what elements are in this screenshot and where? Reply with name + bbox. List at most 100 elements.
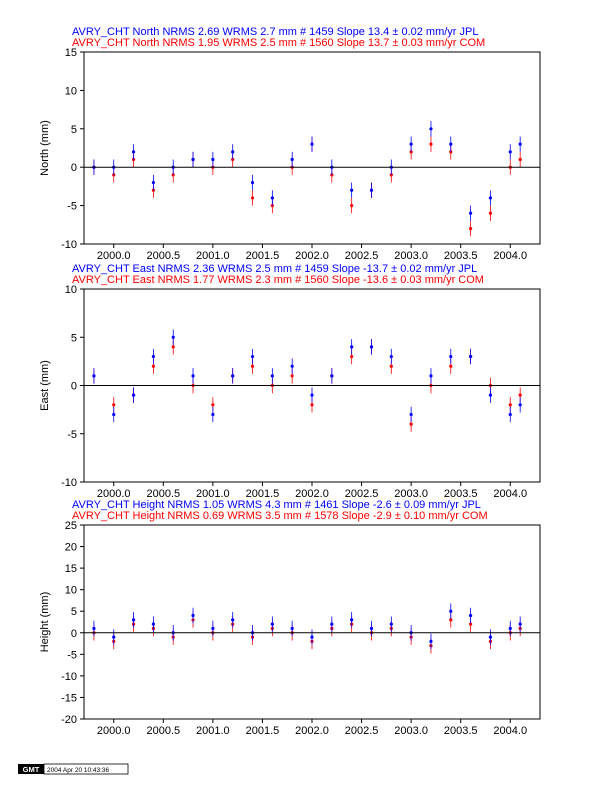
x-tick-label: 2000.0 (97, 488, 131, 500)
gmt-logo-box (18, 764, 44, 774)
data-point (389, 364, 393, 368)
data-point (488, 211, 493, 215)
data-point (310, 635, 314, 639)
data-point (469, 613, 473, 618)
panel-header: AVRY_CHT East NRMS 2.36 WRMS 2.5 mm # 14… (72, 263, 477, 275)
data-point (151, 354, 155, 359)
data-point (310, 393, 314, 397)
data-point (350, 204, 354, 208)
x-tick-label: 2003.5 (444, 250, 478, 262)
x-tick-label: 2004.0 (493, 725, 527, 737)
data-point (290, 364, 294, 368)
timestamp: 2004 Apr 20 10:43:36 (47, 767, 110, 774)
data-point (449, 609, 453, 613)
data-point (429, 142, 433, 146)
data-point (112, 412, 116, 417)
y-axis-label: North (mm) (39, 120, 51, 176)
y-tick-label: 15 (65, 563, 77, 575)
panel-header: AVRY_CHT North NRMS 2.69 WRMS 2.7 mm # 1… (72, 26, 478, 38)
x-tick-label: 2001.0 (196, 250, 230, 262)
series-1 (92, 136, 522, 237)
data-point (211, 626, 215, 631)
data-point (171, 345, 175, 349)
data-point (290, 626, 294, 631)
data-point (369, 626, 374, 631)
data-point (449, 354, 453, 359)
data-point (488, 196, 493, 200)
data-point (131, 150, 136, 154)
data-point (350, 188, 354, 192)
x-tick-label: 2002.5 (345, 250, 379, 262)
series-2 (92, 603, 522, 650)
data-point (310, 142, 314, 146)
data-point (171, 335, 175, 339)
data-point (518, 157, 522, 162)
data-point (191, 157, 195, 162)
y-tick-label: 5 (71, 606, 77, 618)
data-point (270, 196, 274, 200)
data-point (518, 622, 522, 626)
y-tick-label: 0 (71, 381, 77, 393)
data-point (191, 374, 195, 378)
data-point (469, 227, 473, 231)
data-point (231, 618, 235, 622)
y-axis-label: East (mm) (39, 360, 51, 411)
y-tick-label: -5 (67, 201, 77, 213)
data-point (429, 127, 433, 131)
data-point (449, 142, 453, 146)
y-tick-label: -10 (61, 477, 77, 489)
plot-area (92, 603, 522, 654)
y-tick-label: 25 (65, 520, 77, 532)
data-point (211, 412, 215, 417)
data-point (250, 364, 255, 368)
data-point (409, 412, 413, 417)
x-tick-label: 2000.5 (146, 250, 180, 262)
data-point (469, 354, 473, 359)
x-tick-label: 2000.5 (146, 725, 180, 737)
data-point (330, 622, 334, 626)
y-tick-label: 15 (65, 47, 77, 59)
plot-area (92, 329, 522, 432)
y-tick-label: 5 (71, 332, 77, 344)
y-tick-label: 5 (71, 124, 77, 136)
data-point (231, 150, 235, 154)
y-tick-label: -20 (61, 714, 77, 726)
y-tick-label: 0 (71, 162, 77, 174)
data-point (518, 403, 522, 407)
series-2 (92, 329, 522, 423)
x-tick-label: 2004.0 (493, 250, 527, 262)
x-tick-label: 2003.0 (394, 250, 428, 262)
data-point (409, 142, 413, 146)
data-point (518, 142, 522, 146)
data-point (131, 618, 136, 622)
y-tick-label: 10 (65, 585, 77, 597)
data-point (369, 345, 374, 349)
x-tick-label: 2002.0 (295, 250, 329, 262)
data-point (389, 354, 393, 359)
data-point (488, 635, 493, 639)
y-tick-label: 0 (71, 628, 77, 640)
x-tick-label: 2003.0 (394, 488, 428, 500)
panel-1: AVRY_CHT North NRMS 2.69 WRMS 2.7 mm # 1… (39, 26, 541, 262)
y-tick-label: -15 (61, 692, 77, 704)
data-point (92, 626, 96, 631)
y-tick-label: -5 (67, 429, 77, 441)
panel-header: AVRY_CHT Height NRMS 0.69 WRMS 3.5 mm # … (72, 510, 488, 522)
plot-area (92, 121, 522, 237)
data-point (270, 374, 274, 378)
data-point (112, 403, 116, 407)
y-axis-label: Height (mm) (39, 592, 51, 653)
data-point (429, 639, 433, 644)
panel-header: AVRY_CHT North NRMS 1.95 WRMS 2.5 mm # 1… (72, 37, 485, 49)
panels: AVRY_CHT North NRMS 2.69 WRMS 2.7 mm # 1… (39, 26, 541, 737)
data-point (151, 180, 155, 185)
panel-header: AVRY_CHT Height NRMS 1.05 WRMS 4.3 mm # … (72, 499, 481, 511)
data-point (151, 364, 155, 368)
data-point (508, 150, 512, 154)
x-tick-label: 2000.0 (97, 250, 131, 262)
x-tick-label: 2001.0 (196, 725, 230, 737)
y-tick-label: 10 (65, 284, 77, 296)
data-point (231, 374, 235, 378)
data-point (211, 403, 215, 407)
